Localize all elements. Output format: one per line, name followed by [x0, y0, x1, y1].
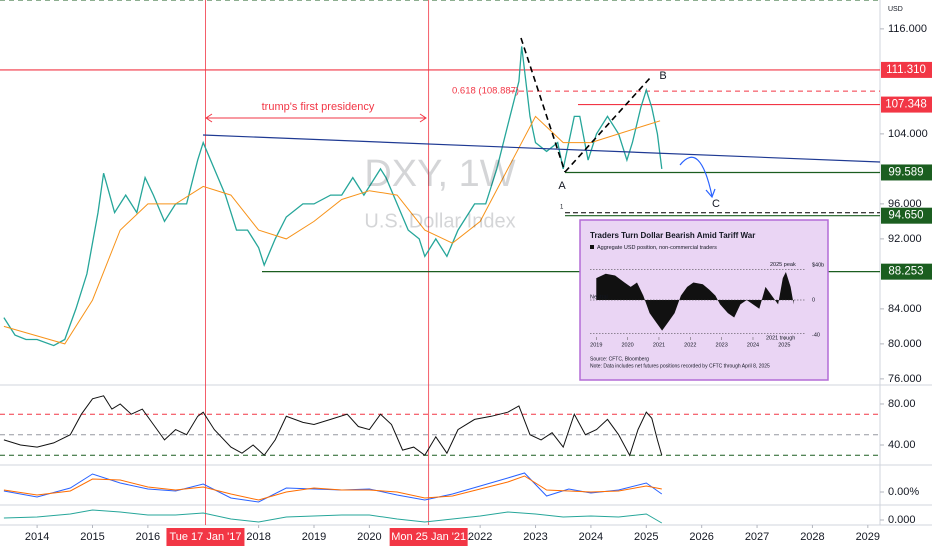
arrow-head: [205, 113, 427, 123]
inset-reference-label: 2021 trough: [766, 336, 795, 342]
y-tick-label: 0.000: [888, 514, 916, 526]
price-label: 107.348: [885, 99, 927, 111]
series-line: [3, 395, 663, 457]
y-tick-label: 84.000: [888, 303, 922, 315]
price-label: 111.310: [886, 64, 926, 76]
x-tick-label: 2015: [80, 531, 104, 543]
x-tick-label: 2027: [745, 531, 769, 543]
x-tick-label: 2029: [856, 531, 880, 543]
inset-title: Traders Turn Dollar Bearish Amid Tariff …: [590, 231, 755, 240]
inset-note: Note: Data includes net futures position…: [590, 363, 770, 369]
inset-y-label: 0: [812, 297, 815, 303]
price-label-bg: [881, 61, 932, 78]
date-marker-label: Mon 25 Jan '21: [391, 531, 466, 543]
date-marker-label: Tue 17 Jan '17: [169, 531, 241, 543]
inset-reference-label: Neutral: [590, 294, 608, 300]
inset-x-label: 2024: [747, 342, 759, 348]
inset-subtitle: Aggregate USD position, non-commercial t…: [597, 245, 717, 251]
x-tick-label: 2018: [246, 531, 270, 543]
y-tick-label: 80.000: [888, 338, 922, 350]
x-tick-label: 2020: [357, 531, 381, 543]
y-tick-label: 0.00%: [888, 486, 919, 498]
price-label-bg: [881, 263, 932, 280]
currency: USD: [888, 6, 903, 13]
legend-swatch: [590, 245, 594, 249]
y-tick-label: 76.000: [888, 373, 922, 385]
trend-line: [202, 134, 881, 163]
price-label: 99.589: [888, 167, 923, 179]
inset-x-label: 2022: [684, 342, 696, 348]
projection-arrow: [679, 156, 713, 197]
x-tick-label: 2023: [523, 531, 547, 543]
y-tick-label: 80.00: [888, 398, 916, 410]
x-tick-label: 2024: [579, 531, 603, 543]
price-label: 88.253: [888, 266, 923, 278]
watermark-title: DXY, 1W: [364, 153, 515, 195]
annotation: A: [558, 180, 566, 192]
price-label-bg: [881, 96, 932, 113]
price-label: 94.650: [888, 210, 923, 222]
x-tick-label: 2014: [25, 531, 49, 543]
inset-x-label: 2023: [716, 342, 728, 348]
inset-x-label: 2020: [621, 342, 633, 348]
fib-label: 0.618 (108.887): [452, 86, 519, 97]
x-tick-label: 2022: [468, 531, 492, 543]
y-tick-label: 92.000: [888, 233, 922, 245]
price-label-bg: [881, 164, 932, 181]
y-tick-label: 116.000: [888, 23, 927, 35]
series-line: [3, 46, 663, 347]
inset-y-label: -40: [812, 332, 820, 338]
x-tick-label: 2016: [136, 531, 160, 543]
date-marker-label-bg: [166, 528, 245, 546]
y-tick-label: 104.000: [888, 128, 928, 140]
inset-x-label: 2019: [590, 342, 602, 348]
inset-x-label: 2021: [653, 342, 665, 348]
wave-line: [564, 77, 651, 173]
inset-x-label: 2025: [778, 342, 790, 348]
x-tick-label: 2028: [800, 531, 824, 543]
inset-source: Source: CFTC, Bloomberg: [590, 356, 649, 362]
series-line: [3, 475, 662, 501]
x-tick-label: 2019: [302, 531, 326, 543]
arrow-head: [705, 188, 716, 199]
inset-chart: Traders Turn Dollar Bearish Amid Tariff …: [579, 219, 829, 381]
inset-y-label: $40b: [812, 262, 824, 268]
date-marker-label-bg: [389, 528, 468, 546]
annotation: B: [659, 70, 666, 82]
series-line: [3, 115, 661, 345]
x-tick-label: 2025: [634, 531, 658, 543]
annotation: 1: [560, 205, 564, 211]
inset-area: [596, 272, 794, 331]
y-tick-label: 40.00: [888, 439, 916, 451]
watermark-subtitle: U.S. Dollar Index: [364, 210, 515, 232]
annotation: C: [712, 198, 720, 210]
inset-reference-label: 2025 peak: [770, 262, 796, 268]
series-line: [3, 509, 663, 524]
price-label-bg: [881, 207, 932, 224]
y-tick-label: 96.000: [888, 198, 922, 210]
annotation: trump's first presidency: [262, 101, 375, 113]
x-tick-label: 2026: [689, 531, 713, 543]
wave-line: [520, 37, 566, 173]
